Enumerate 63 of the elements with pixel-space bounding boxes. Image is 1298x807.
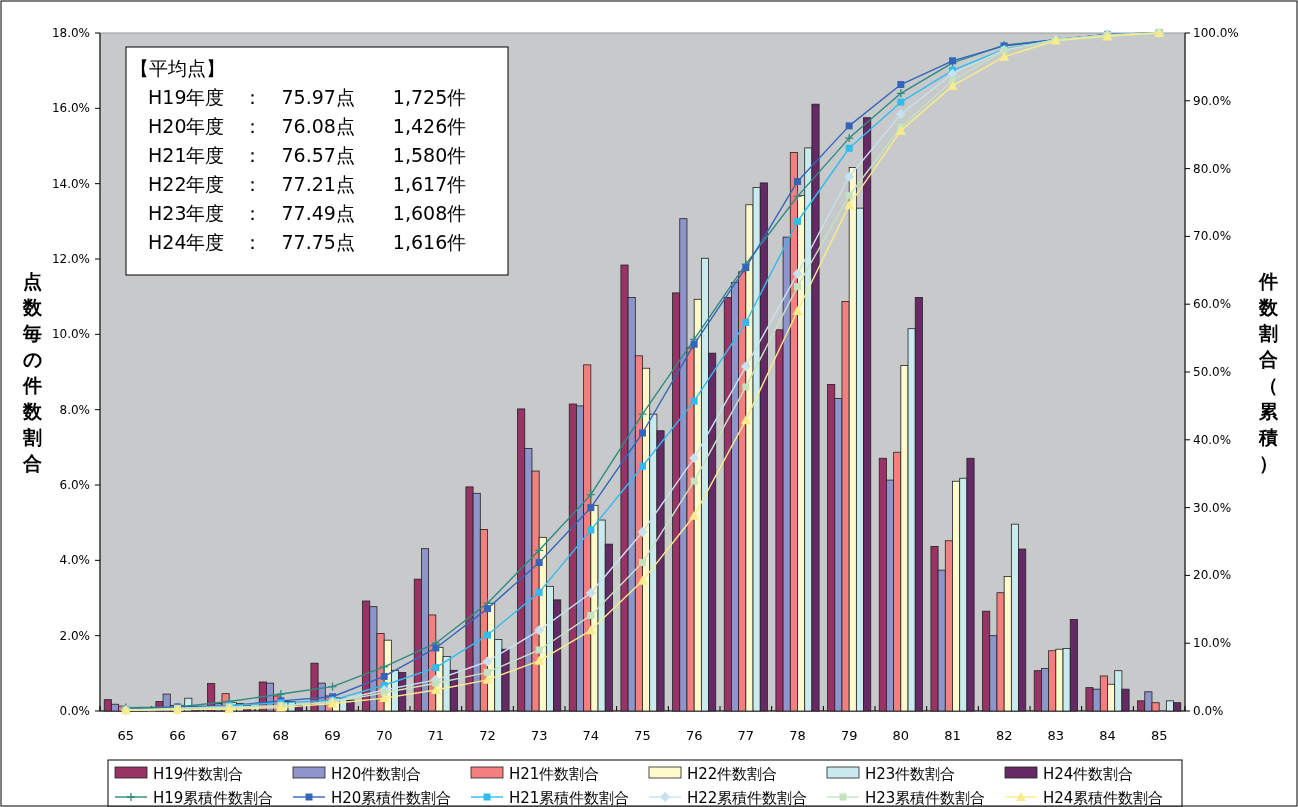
legend-label: H23累積件数割合 <box>865 789 986 807</box>
x-tick-label: 82 <box>995 728 1013 743</box>
y-tick-label: 10.0% <box>51 327 90 342</box>
legend-label: H24件数割合 <box>1043 765 1134 783</box>
y2-tick-label: 0.0% <box>1193 704 1224 718</box>
y2-tick-label: 40.0% <box>1193 432 1232 447</box>
y-tick-label: 18.0% <box>51 26 90 40</box>
x-tick-label: 81 <box>944 728 961 743</box>
y2-tick-label: 30.0% <box>1193 500 1232 515</box>
y-tick-label: 6.0% <box>59 478 90 492</box>
annotation: 【平均点】 <box>130 57 225 79</box>
y2-tick-label: 20.0% <box>1193 568 1232 583</box>
annotation: H20年度 ： 76.08点 1,426件 <box>148 115 467 137</box>
x-tick-label: 84 <box>1099 728 1116 743</box>
y2-tick-label: 10.0% <box>1193 636 1232 651</box>
annotation: H19年度 ： 75.97点 1,725件 <box>148 86 467 108</box>
x-tick-label: 75 <box>634 728 651 743</box>
x-tick-label: 83 <box>1047 728 1065 743</box>
y2-tick-label: 90.0% <box>1193 93 1232 108</box>
x-tick-label: 70 <box>375 728 393 743</box>
x-tick-label: 68 <box>272 728 290 743</box>
legend-label: H21累積件数割合 <box>509 789 630 807</box>
x-tick-label: 79 <box>840 728 858 743</box>
legend-label: H20件数割合 <box>331 765 422 783</box>
annotation: H23年度 ： 77.49点 1,608件 <box>148 202 467 224</box>
y-tick-label: 2.0% <box>59 628 90 643</box>
annotation: H24年度 ： 77.75点 1,616件 <box>148 231 467 253</box>
legend-label: H22件数割合 <box>687 765 778 783</box>
legend-label: H22累積件数割合 <box>687 789 808 807</box>
x-tick-label: 69 <box>324 728 341 743</box>
y-tick-label: 4.0% <box>59 553 90 568</box>
y-tick-label: 14.0% <box>51 176 90 191</box>
annotation: H22年度 ： 77.21点 1,617件 <box>148 173 467 195</box>
y2-tick-label: 50.0% <box>1193 365 1232 379</box>
y-tick-label: 12.0% <box>51 252 90 266</box>
x-tick-label: 65 <box>117 728 135 743</box>
legend-label: H20累積件数割合 <box>331 789 452 807</box>
x-tick-label: 67 <box>220 728 238 743</box>
x-tick-label: 72 <box>479 728 496 743</box>
x-tick-label: 66 <box>169 728 186 743</box>
y-tick-label: 16.0% <box>51 101 90 116</box>
legend-label: H19件数割合 <box>153 765 244 783</box>
annotation: H21年度 ： 76.57点 1,580件 <box>148 144 467 166</box>
legend-label: H19累積件数割合 <box>153 789 274 807</box>
y2-axis-title: 件数割合（累積） <box>1257 270 1279 474</box>
x-tick-label: 78 <box>789 728 806 743</box>
y2-tick-label: 100.0% <box>1193 26 1239 40</box>
y-tick-label: 0.0% <box>59 704 90 718</box>
x-tick-label: 77 <box>737 728 755 743</box>
y2-tick-label: 70.0% <box>1193 229 1232 244</box>
x-tick-label: 71 <box>427 728 445 743</box>
x-tick-label: 73 <box>530 728 548 743</box>
x-tick-label: 85 <box>1150 728 1168 743</box>
x-tick-label: 76 <box>685 728 703 743</box>
legend-label: H23件数割合 <box>865 765 956 783</box>
legend-label: H24累積件数割合 <box>1043 789 1164 807</box>
x-tick-label: 74 <box>582 728 600 743</box>
legend-label: H21件数割合 <box>509 765 600 783</box>
y2-tick-label: 80.0% <box>1193 161 1232 176</box>
x-tick-label: 80 <box>892 728 910 743</box>
y-tick-label: 8.0% <box>59 402 90 417</box>
y-axis-title: 点数毎の件数割合 <box>21 270 43 474</box>
y2-tick-label: 60.0% <box>1193 297 1232 312</box>
